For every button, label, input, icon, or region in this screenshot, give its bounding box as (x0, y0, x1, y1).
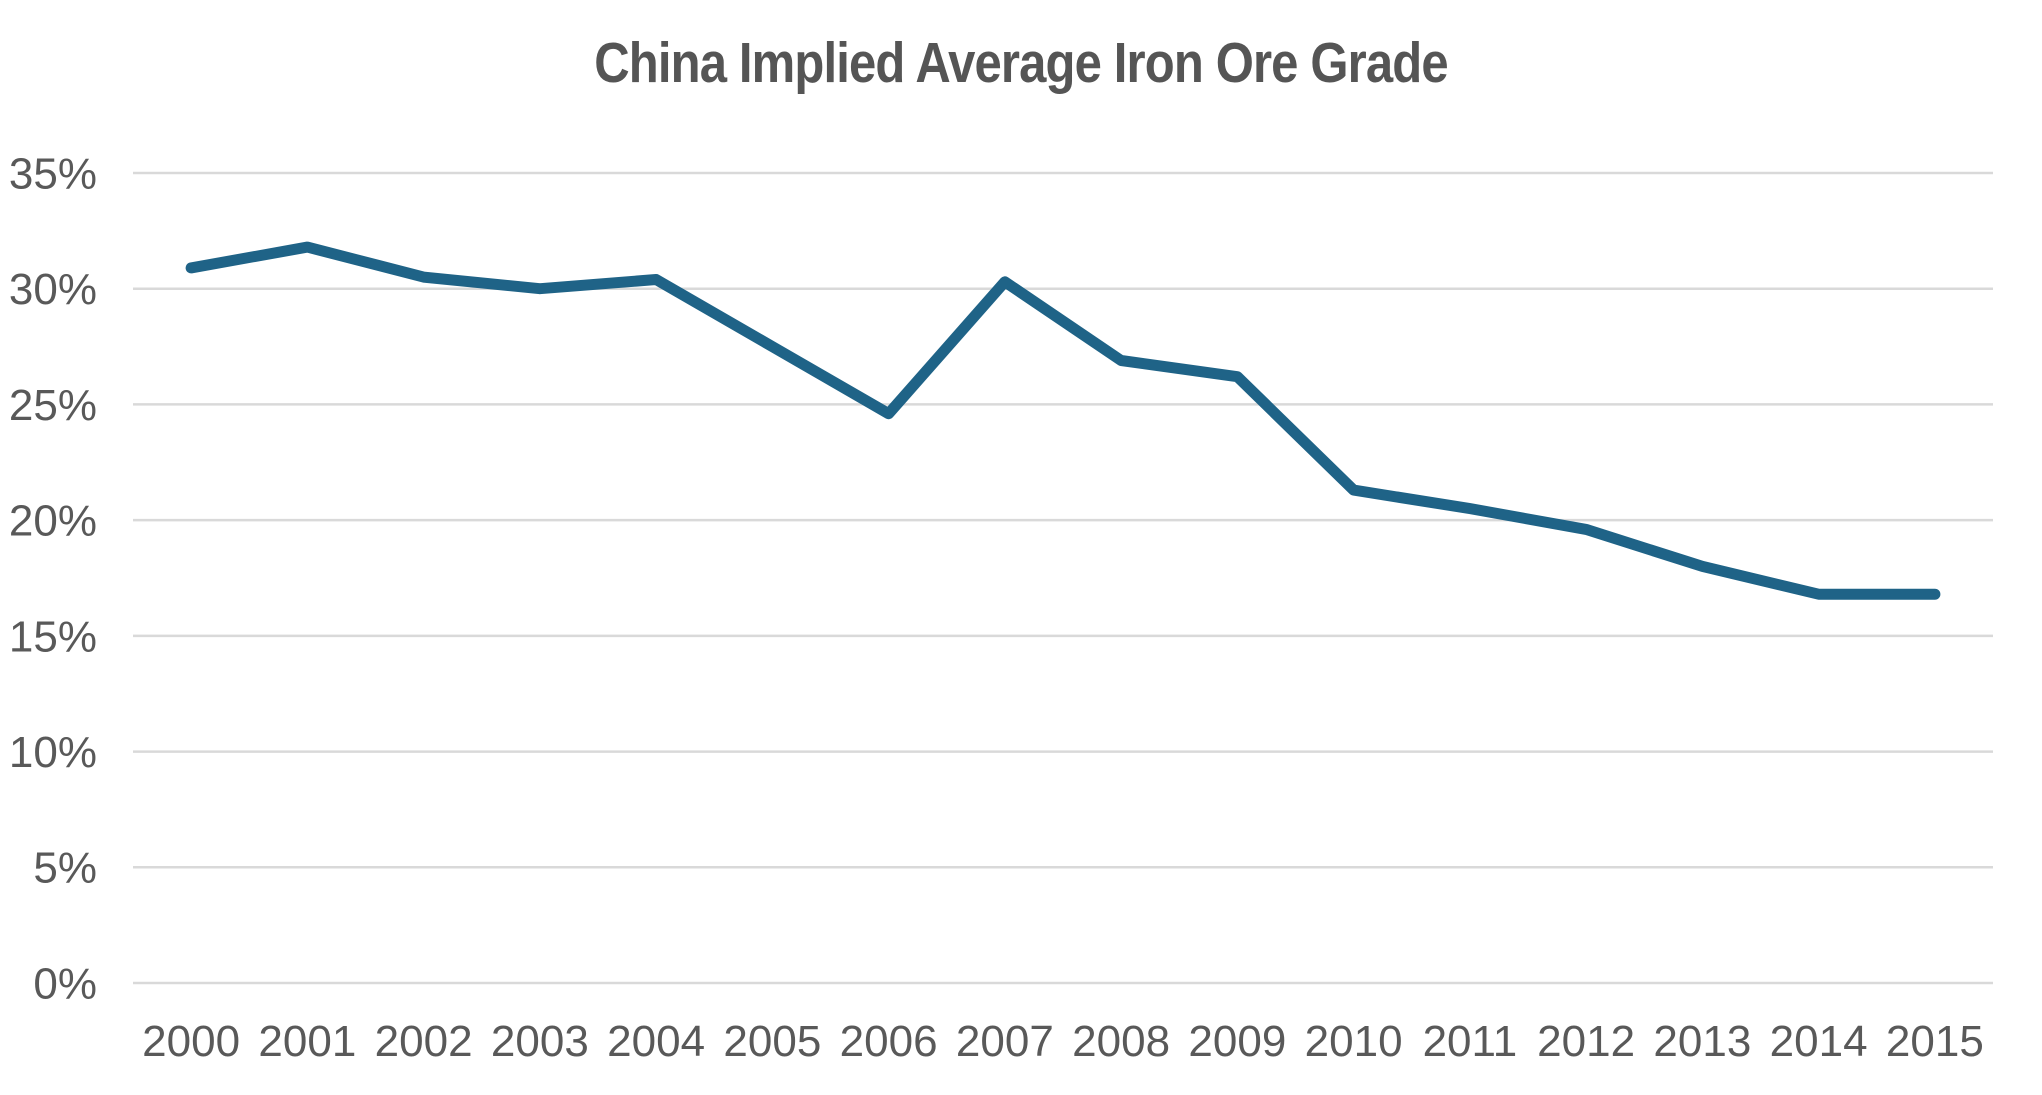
x-axis-tick-label: 2014 (1770, 1017, 1868, 1066)
x-axis-tick-label: 2011 (1423, 1017, 1518, 1066)
x-axis-tick-label: 2013 (1653, 1017, 1751, 1066)
y-axis-tick-label: 10% (9, 728, 97, 777)
chart-title: China Implied Average Iron Ore Grade (594, 31, 1448, 95)
gridlines (133, 171, 1993, 985)
y-axis-tick-label: 15% (9, 612, 97, 661)
y-axis-tick-label: 0% (33, 959, 97, 1008)
x-axis-tick-label: 2003 (491, 1017, 589, 1066)
y-axis-tick-label: 35% (9, 149, 97, 198)
x-axis-tick-label: 2007 (956, 1017, 1054, 1066)
x-axis-tick-label: 2008 (1072, 1017, 1170, 1066)
x-axis-tick-label: 2002 (375, 1017, 473, 1066)
y-axis-tick-labels: 0% 5% 10% 15% 20% 25% 30% 35% (9, 149, 97, 1008)
x-axis-tick-label: 2010 (1305, 1017, 1403, 1066)
data-line-series (185, 241, 1941, 600)
x-axis-tick-label: 2000 (142, 1017, 240, 1066)
x-axis-tick-label: 2004 (607, 1017, 705, 1066)
x-axis-tick-label: 2001 (258, 1017, 356, 1066)
x-axis-tick-label: 2009 (1188, 1017, 1286, 1066)
y-axis-tick-label: 5% (33, 844, 97, 893)
y-axis-tick-label: 20% (9, 497, 97, 546)
x-axis-tick-label: 2005 (723, 1017, 821, 1066)
x-axis-tick-label: 2015 (1886, 1017, 1984, 1066)
x-axis-tick-label: 2012 (1537, 1017, 1635, 1066)
y-axis-tick-label: 25% (9, 381, 97, 430)
x-axis-tick-labels: 2000 2001 2002 2003 2004 2005 2006 2007 2008 2009… (142, 1017, 1984, 1066)
x-axis-tick-label: 2006 (840, 1017, 938, 1066)
y-axis-tick-label: 30% (9, 265, 97, 314)
